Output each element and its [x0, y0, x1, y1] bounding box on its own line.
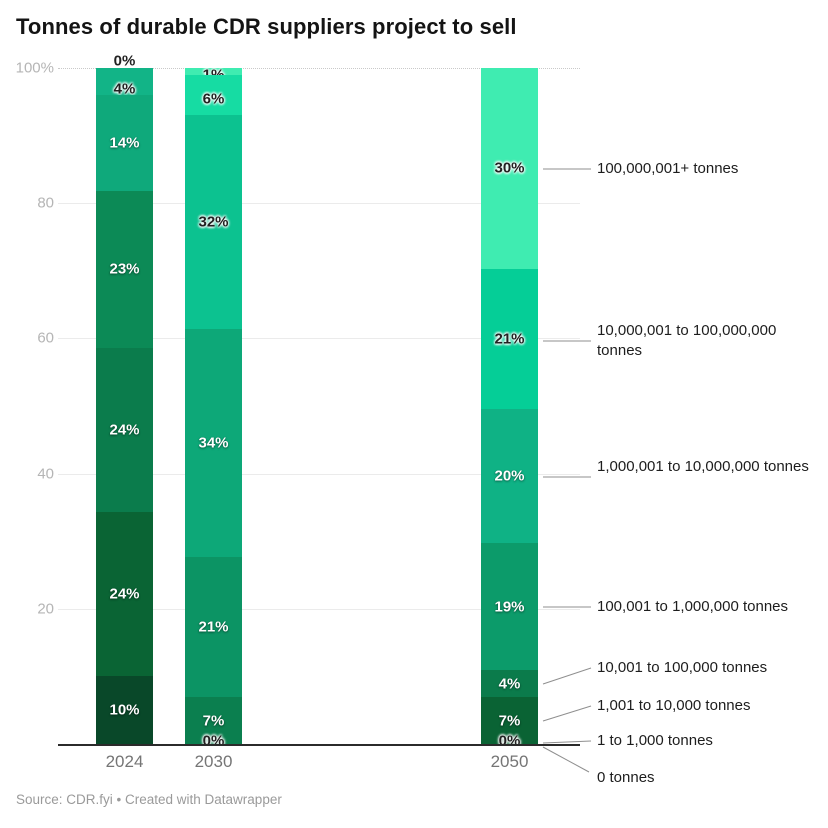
leader-line	[542, 667, 592, 685]
y-axis-tick-label: 20	[37, 600, 54, 618]
bar-segment[interactable]	[185, 74, 242, 115]
leader-line	[542, 746, 590, 773]
bar-segment[interactable]	[96, 347, 153, 512]
x-axis-baseline	[58, 744, 580, 746]
segment-value-label: 0%	[202, 732, 225, 750]
segment-value-label: 32%	[198, 213, 229, 231]
category-label: 10,000,001 to 100,000,000 tonnes	[597, 322, 777, 359]
y-axis-tick-label: 100%	[15, 59, 54, 77]
category-label: 100,001 to 1,000,000 tonnes	[597, 598, 789, 615]
segment-value-label: 20%	[494, 467, 525, 485]
grid-line	[58, 203, 580, 205]
bar-segment[interactable]	[96, 511, 153, 676]
bar-segment[interactable]	[185, 114, 242, 330]
segment-value-label: 7%	[498, 712, 521, 730]
grid-line	[58, 473, 580, 475]
bar-segment[interactable]	[185, 697, 242, 744]
segment-value-label: 14%	[109, 134, 140, 152]
bar-segment[interactable]	[185, 68, 242, 75]
segment-value-label: 24%	[109, 585, 140, 603]
segment-value-label: 34%	[198, 434, 229, 452]
grid-line	[58, 68, 580, 69]
bar-segment[interactable]	[481, 670, 538, 698]
y-axis-tick-label: 60	[37, 329, 54, 347]
leader-line	[542, 705, 592, 722]
segment-value-label: 30%	[494, 159, 525, 177]
bar-segment[interactable]	[96, 675, 153, 744]
grid-line	[58, 608, 580, 610]
segment-value-label: 23%	[109, 260, 140, 278]
bar-segment[interactable]	[481, 543, 538, 671]
x-axis-label: 2024	[105, 752, 144, 771]
leader-line	[542, 740, 592, 744]
segment-value-label: 0%	[113, 52, 136, 70]
segment-value-label: 0%	[498, 732, 521, 750]
segment-value-label: 4%	[113, 80, 136, 98]
x-axis-label: 2050	[490, 752, 529, 771]
segment-value-label: 10%	[109, 701, 140, 719]
segment-value-label: 4%	[498, 675, 521, 693]
bar-segment[interactable]	[96, 190, 153, 348]
bar-segment[interactable]	[96, 95, 153, 191]
y-axis-tick-label: 80	[37, 194, 54, 212]
segment-value-label: 19%	[494, 598, 525, 616]
category-label: 1,001 to 10,000 tonnes	[597, 697, 751, 714]
segment-value-label: 7%	[202, 712, 225, 730]
bar-segment[interactable]	[481, 68, 538, 269]
category-label: 10,001 to 100,000 tonnes	[597, 659, 768, 676]
bar-segment[interactable]	[185, 556, 242, 698]
segment-value-label: 24%	[109, 421, 140, 439]
x-axis-label: 2030	[194, 752, 233, 771]
bar-segment[interactable]	[481, 697, 538, 744]
y-axis-tick-label: 40	[37, 465, 54, 483]
category-label: 1,000,001 to 10,000,000 tonnes	[597, 458, 809, 475]
bar-segment[interactable]	[481, 268, 538, 410]
category-label: 0 tonnes	[597, 769, 655, 786]
bar-segment[interactable]	[96, 68, 153, 96]
chart-title: Tonnes of durable CDR suppliers project …	[16, 14, 517, 39]
segment-value-label: 21%	[198, 618, 229, 636]
category-label: 1 to 1,000 tonnes	[597, 732, 713, 749]
segment-value-label: 21%	[494, 330, 525, 348]
source-footer: Source: CDR.fyi • Created with Datawrapp…	[16, 792, 282, 807]
segment-value-label: 6%	[202, 90, 225, 108]
bar-segment[interactable]	[185, 329, 242, 557]
grid-line	[58, 338, 580, 340]
bar-segment[interactable]	[481, 409, 538, 544]
category-label: 100,000,001+ tonnes	[597, 160, 739, 177]
